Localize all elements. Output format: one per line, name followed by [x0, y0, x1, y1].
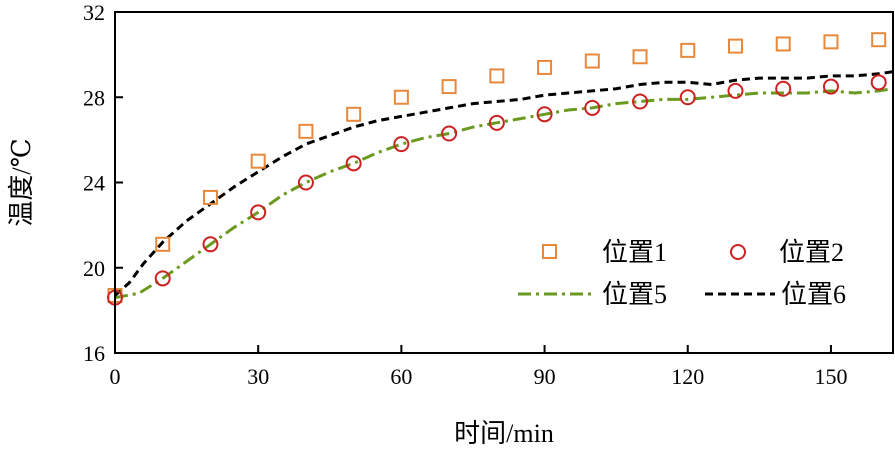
x-axis-title: 时间/min — [454, 419, 554, 448]
series-1-point — [489, 68, 505, 84]
series-1-point — [155, 236, 171, 252]
legend-label-position6: 位置6 — [781, 280, 846, 309]
series-1-point — [727, 38, 743, 54]
y-tick-label: 24 — [83, 171, 105, 196]
plot-series-group — [107, 32, 894, 306]
legend-label-position1: 位置1 — [602, 238, 667, 267]
y-axis-title: 温度/℃ — [7, 138, 36, 226]
series-1-point — [680, 42, 696, 58]
series-2-point — [250, 204, 267, 221]
series-2-point — [488, 114, 505, 131]
series-1-point — [393, 89, 409, 105]
series-2-point — [584, 99, 601, 116]
series-2-point — [536, 106, 553, 123]
plot-frame — [114, 11, 894, 354]
series-2-point — [822, 78, 839, 95]
y-tick-label: 16 — [83, 341, 105, 366]
series-1-point — [632, 49, 648, 65]
x-tick-label: 90 — [534, 364, 556, 389]
series-2-point — [345, 155, 362, 172]
legend-label-position5: 位置5 — [602, 280, 667, 309]
axis-ticks-group: 0 30 60 90 120 150 16 20 24 28 32 — [83, 0, 847, 389]
x-tick-label: 150 — [814, 364, 847, 389]
series-1-point — [775, 36, 791, 52]
y-tick-label: 32 — [83, 0, 105, 25]
x-tick-label: 120 — [671, 364, 704, 389]
series-1-point — [298, 123, 314, 139]
series-1-point — [537, 59, 553, 75]
series-2-point — [870, 74, 887, 91]
series-2-point — [632, 93, 649, 110]
series-1-point — [202, 189, 218, 205]
series-2-point — [297, 174, 314, 191]
series-1-point — [584, 53, 600, 69]
x-tick-label: 30 — [247, 364, 269, 389]
series-1-point — [250, 153, 266, 169]
x-tick-label: 60 — [390, 364, 412, 389]
series-1-point — [871, 32, 887, 48]
series-2-point — [775, 80, 792, 97]
y-tick-label: 28 — [83, 85, 105, 110]
series-1-point — [823, 34, 839, 50]
series-3-line — [114, 87, 894, 300]
x-tick-label: 0 — [110, 364, 121, 389]
legend-marker-position2 — [730, 244, 746, 260]
series-2-point — [679, 89, 696, 106]
series-2-point — [202, 236, 219, 253]
legend: 位置1 位置2 位置5 位置6 — [518, 238, 846, 309]
series-1-point — [346, 106, 362, 122]
legend-marker-position1 — [542, 244, 557, 259]
legend-label-position2: 位置2 — [779, 238, 844, 267]
y-tick-label: 20 — [83, 256, 105, 281]
series-4-line — [113, 70, 894, 297]
series-1-point — [441, 79, 457, 95]
series-2-point — [727, 82, 744, 99]
series-2-point — [154, 270, 171, 287]
series-2-point — [441, 125, 458, 142]
series-2-point — [393, 136, 410, 153]
